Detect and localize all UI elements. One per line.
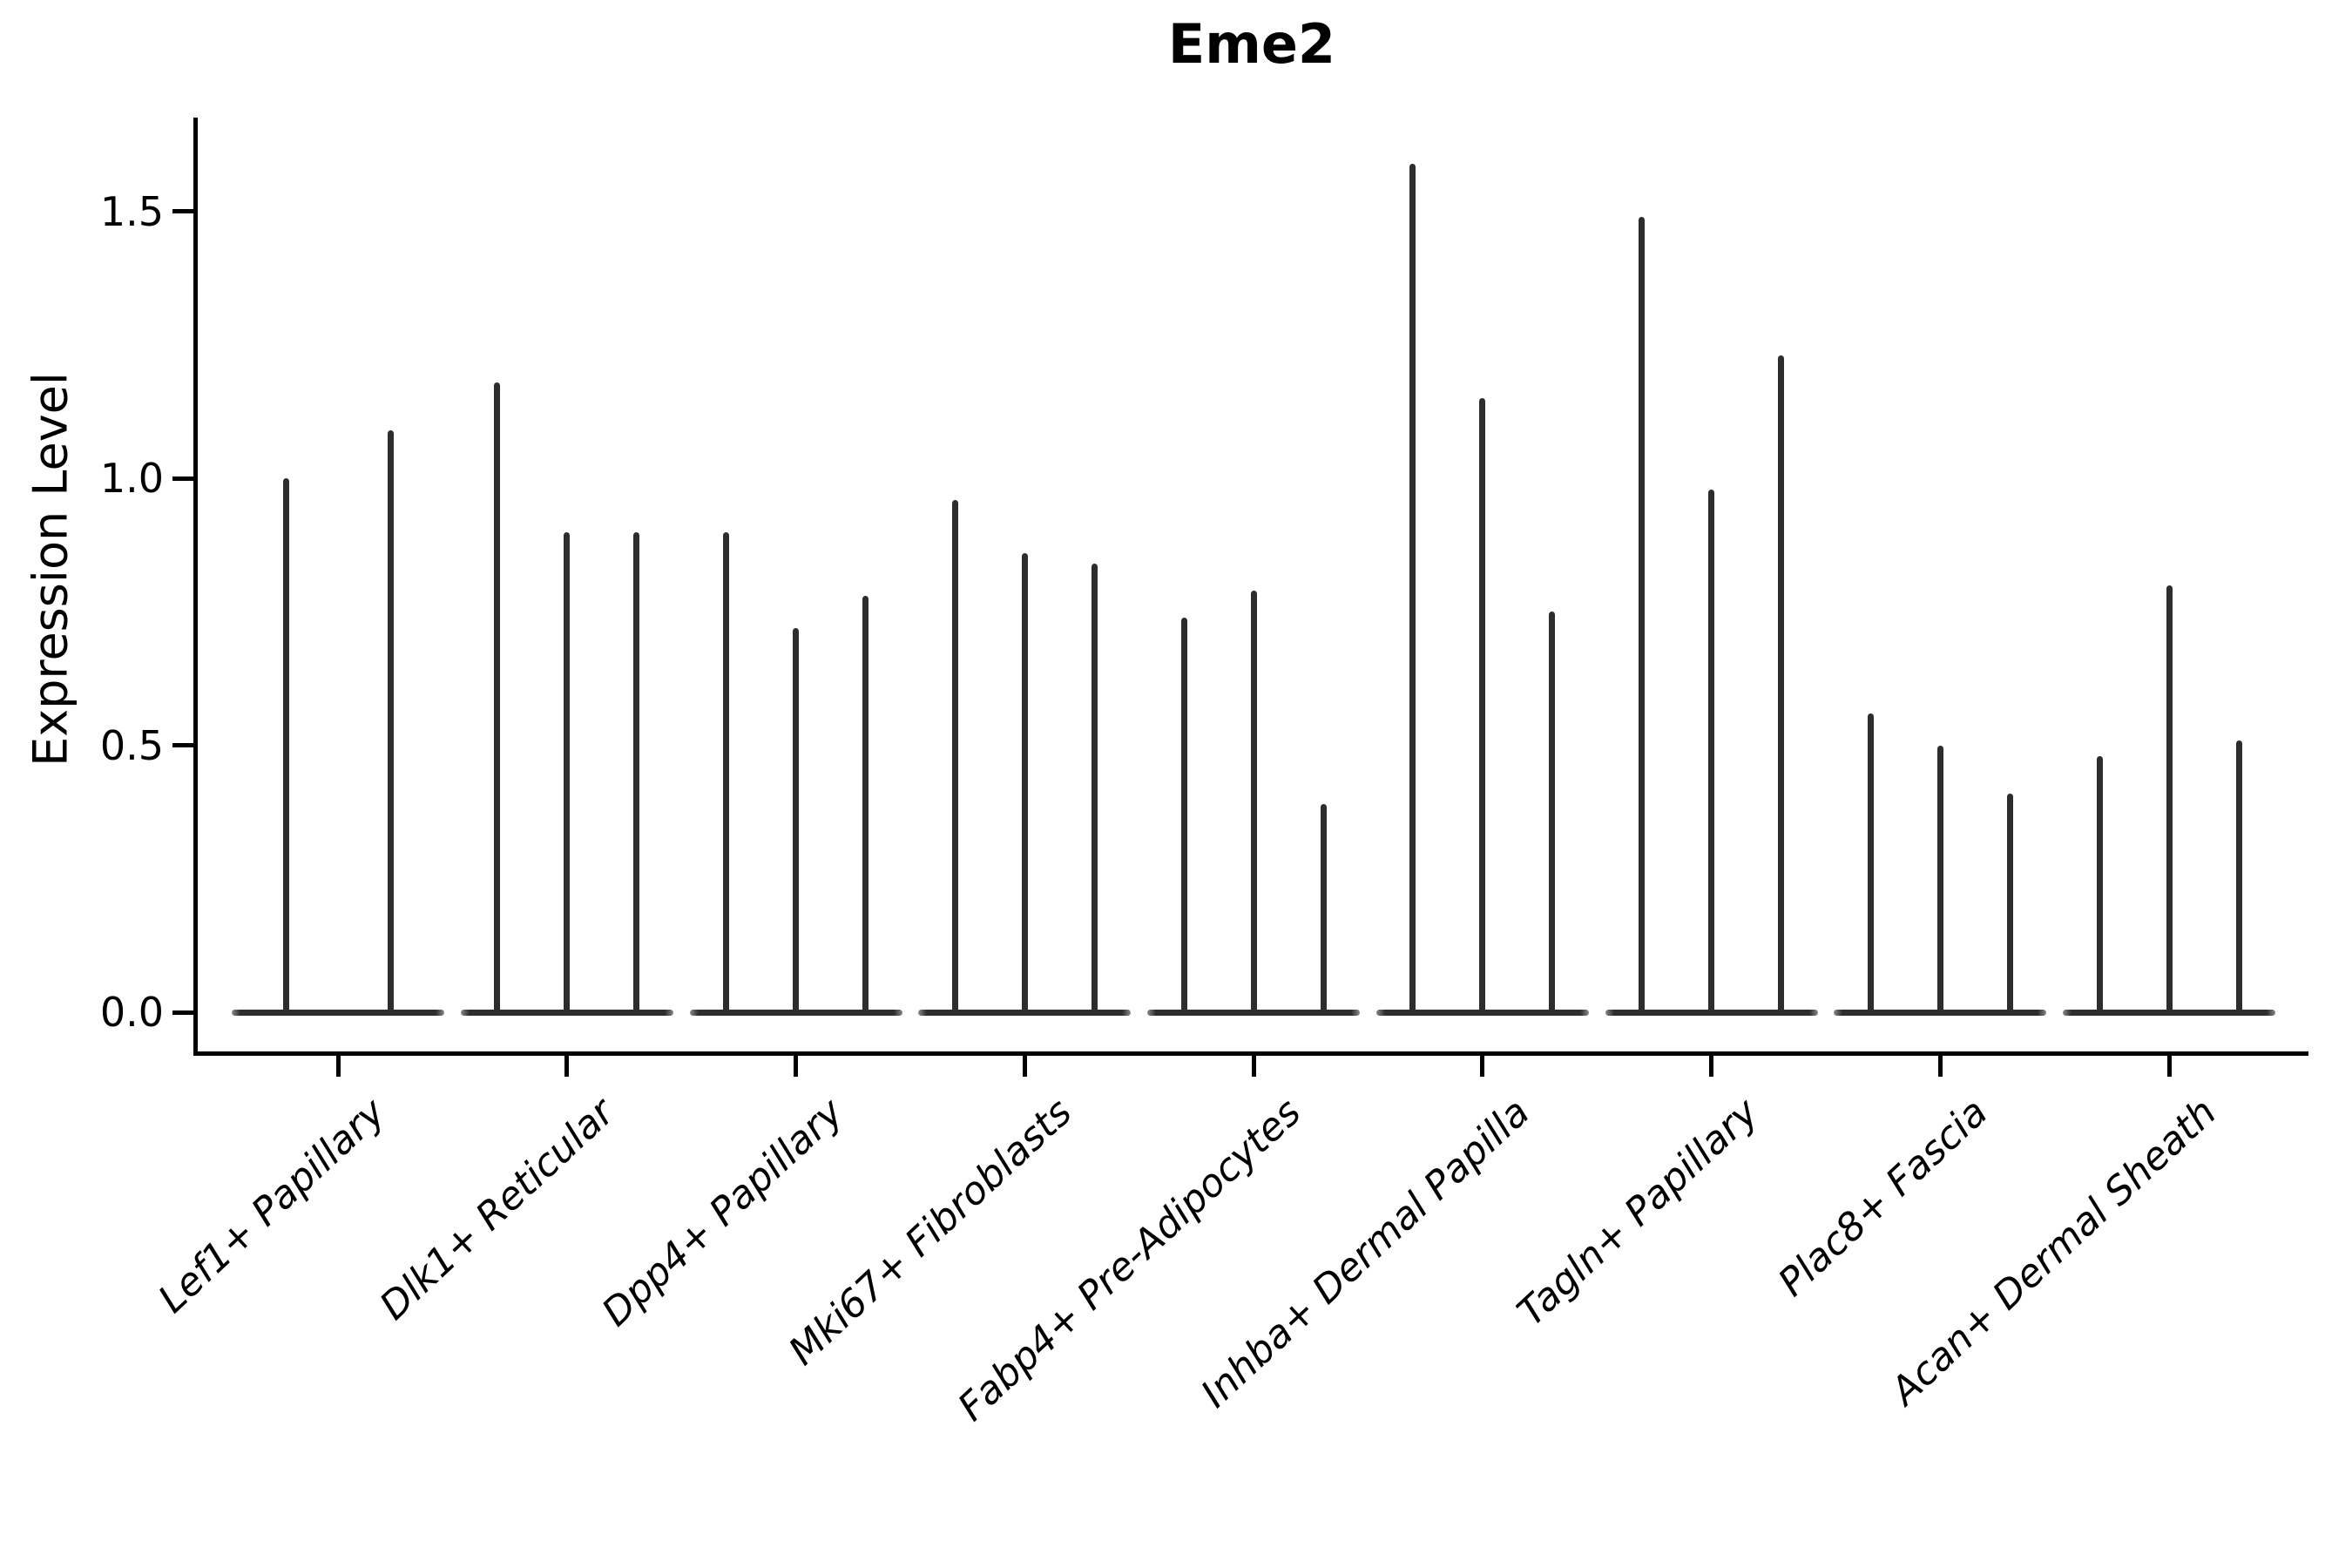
y-axis-tick xyxy=(172,1010,193,1015)
x-axis-category-label: Lef1+ Papillary xyxy=(150,1090,395,1322)
x-axis-tick xyxy=(1709,1056,1713,1077)
violin-baseline xyxy=(689,1009,902,1016)
violin-spike xyxy=(387,430,394,1012)
violin-spike xyxy=(2096,755,2103,1012)
violin-spike xyxy=(2235,740,2242,1012)
violin-spike xyxy=(564,531,571,1012)
violin-spike xyxy=(1180,617,1187,1012)
violin-spike xyxy=(1250,590,1257,1012)
violin-spike xyxy=(1778,355,1784,1012)
violin-spike xyxy=(282,478,289,1012)
violin-baseline xyxy=(2063,1009,2275,1016)
violin-spike xyxy=(1091,564,1098,1012)
violin-spike xyxy=(723,531,729,1012)
x-axis-tick xyxy=(1937,1056,1943,1077)
violin-baseline xyxy=(1147,1009,1360,1016)
y-axis-tick-label: 1.0 xyxy=(99,455,164,503)
x-axis-category-label: Plac8+ Fascia xyxy=(1769,1090,1997,1306)
x-axis-tick xyxy=(335,1056,341,1077)
violin-spike xyxy=(1708,489,1714,1012)
y-axis-tick xyxy=(172,743,193,748)
x-axis-category-label: Dpp4+ Papillary xyxy=(593,1090,852,1335)
violin-spike xyxy=(1639,217,1645,1012)
violin-baseline xyxy=(232,1009,444,1016)
y-axis-tick-label: 0.5 xyxy=(99,721,164,769)
violin-spike xyxy=(1320,804,1327,1012)
violin-spike xyxy=(2166,585,2173,1012)
violin-baseline xyxy=(1375,1009,1589,1016)
x-axis-tick xyxy=(1022,1056,1027,1077)
violin-baseline xyxy=(918,1009,1132,1016)
x-axis-spine xyxy=(193,1051,2308,1056)
y-axis-spine xyxy=(193,118,198,1056)
violin-spike xyxy=(951,499,958,1012)
y-axis-tick-label: 1.5 xyxy=(99,187,164,235)
violin-baseline xyxy=(1834,1009,2047,1016)
chart-title: Eme2 xyxy=(1167,12,1336,76)
x-axis-tick xyxy=(794,1056,798,1077)
x-axis-category-label: Dlk1+ Reticular xyxy=(371,1090,623,1329)
x-axis-category-label: Tagln+ Papillary xyxy=(1509,1090,1767,1335)
violin-spike xyxy=(1867,713,1874,1012)
violin-spike xyxy=(494,382,501,1012)
violin-spike xyxy=(1479,398,1486,1012)
x-axis-tick xyxy=(564,1056,570,1077)
violin-spike xyxy=(1549,612,1556,1012)
y-axis-tick xyxy=(172,209,193,214)
violin-spike xyxy=(793,627,799,1012)
violin-spike xyxy=(1409,163,1416,1012)
y-axis-tick xyxy=(172,476,193,481)
x-axis-tick xyxy=(2166,1056,2172,1077)
violin-spike xyxy=(862,596,868,1012)
violin-spike xyxy=(2006,793,2013,1012)
violin-baseline xyxy=(1605,1009,1818,1016)
y-axis-tick-label: 0.0 xyxy=(99,989,164,1036)
violin-spike xyxy=(1936,745,1943,1012)
violin-spike xyxy=(1021,553,1028,1012)
violin-baseline xyxy=(460,1009,673,1016)
x-axis-tick xyxy=(1251,1056,1256,1077)
violin-spike xyxy=(633,531,640,1012)
x-axis-tick xyxy=(1480,1056,1485,1077)
